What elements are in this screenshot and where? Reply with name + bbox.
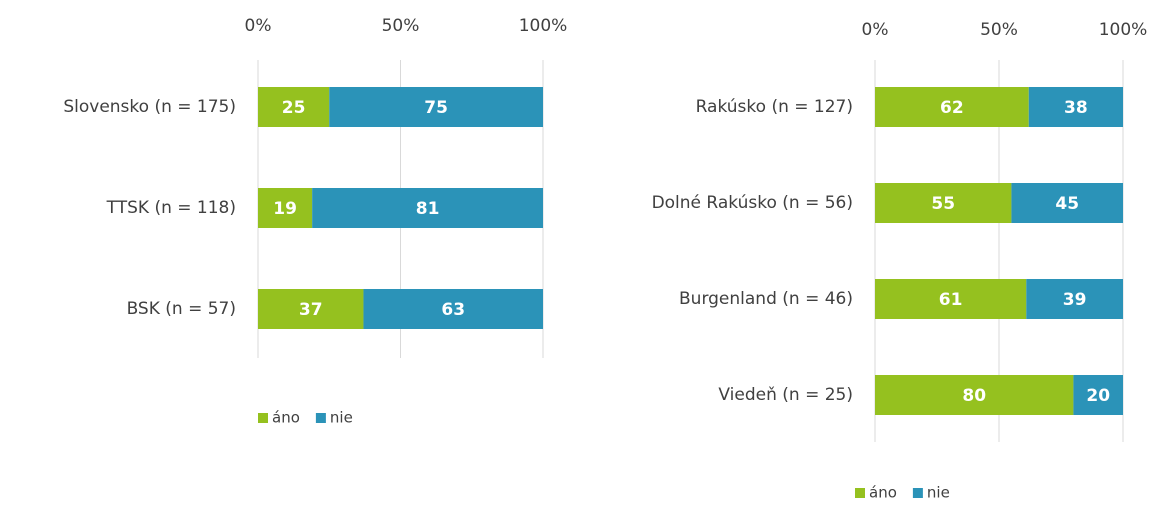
value-label: 20 xyxy=(1086,386,1110,406)
bar-segment xyxy=(363,289,543,329)
bar-segment xyxy=(1026,279,1123,319)
legend-swatch xyxy=(912,488,923,498)
category-label: Dolné Rakúsko (n = 56) xyxy=(652,193,853,213)
bar-segment xyxy=(258,188,313,228)
bar-segment xyxy=(875,183,1012,223)
value-label: 39 xyxy=(1063,290,1087,310)
legend-swatch xyxy=(258,413,268,423)
value-label: 62 xyxy=(940,98,964,118)
bar-segment xyxy=(875,279,1027,319)
category-label: TTSK (n = 118) xyxy=(106,198,236,218)
category-label: BSK (n = 57) xyxy=(127,299,236,319)
value-label: 19 xyxy=(273,199,297,219)
value-label: 45 xyxy=(1055,194,1079,214)
category-label: Viedeň (n = 25) xyxy=(718,385,853,405)
value-label: 38 xyxy=(1064,98,1088,118)
value-label: 80 xyxy=(962,386,986,406)
x-tick-label: 50% xyxy=(980,20,1018,40)
legend-swatch xyxy=(855,488,865,498)
value-label: 55 xyxy=(931,194,955,214)
x-tick-label: 0% xyxy=(245,16,272,36)
x-tick-label: 100% xyxy=(1099,20,1148,40)
bar-segment xyxy=(329,87,543,127)
bar-segment xyxy=(875,375,1074,415)
legend-label: nie xyxy=(330,409,353,427)
x-tick-label: 50% xyxy=(382,16,420,36)
value-label: 25 xyxy=(282,98,306,118)
x-tick-label: 0% xyxy=(862,20,889,40)
bar-segment xyxy=(312,188,543,228)
bar-segment xyxy=(258,289,364,329)
bar-segment xyxy=(875,87,1029,127)
x-tick-label: 100% xyxy=(519,16,568,36)
bar-segment xyxy=(258,87,330,127)
category-label: Burgenland (n = 46) xyxy=(679,289,853,309)
legend-swatch xyxy=(315,413,326,423)
value-label: 75 xyxy=(424,98,448,118)
legend-label: áno xyxy=(869,484,897,502)
legend-label: áno xyxy=(272,409,300,427)
legend-label: nie xyxy=(927,484,950,502)
bar-segment xyxy=(1073,375,1123,415)
value-label: 37 xyxy=(299,300,323,320)
value-label: 61 xyxy=(939,290,963,310)
bar-segment xyxy=(1011,183,1123,223)
value-label: 63 xyxy=(441,300,465,320)
bar-segment xyxy=(1028,87,1123,127)
category-label: Rakúsko (n = 127) xyxy=(696,97,853,117)
category-label: Slovensko (n = 175) xyxy=(63,97,236,117)
value-label: 81 xyxy=(416,199,440,219)
